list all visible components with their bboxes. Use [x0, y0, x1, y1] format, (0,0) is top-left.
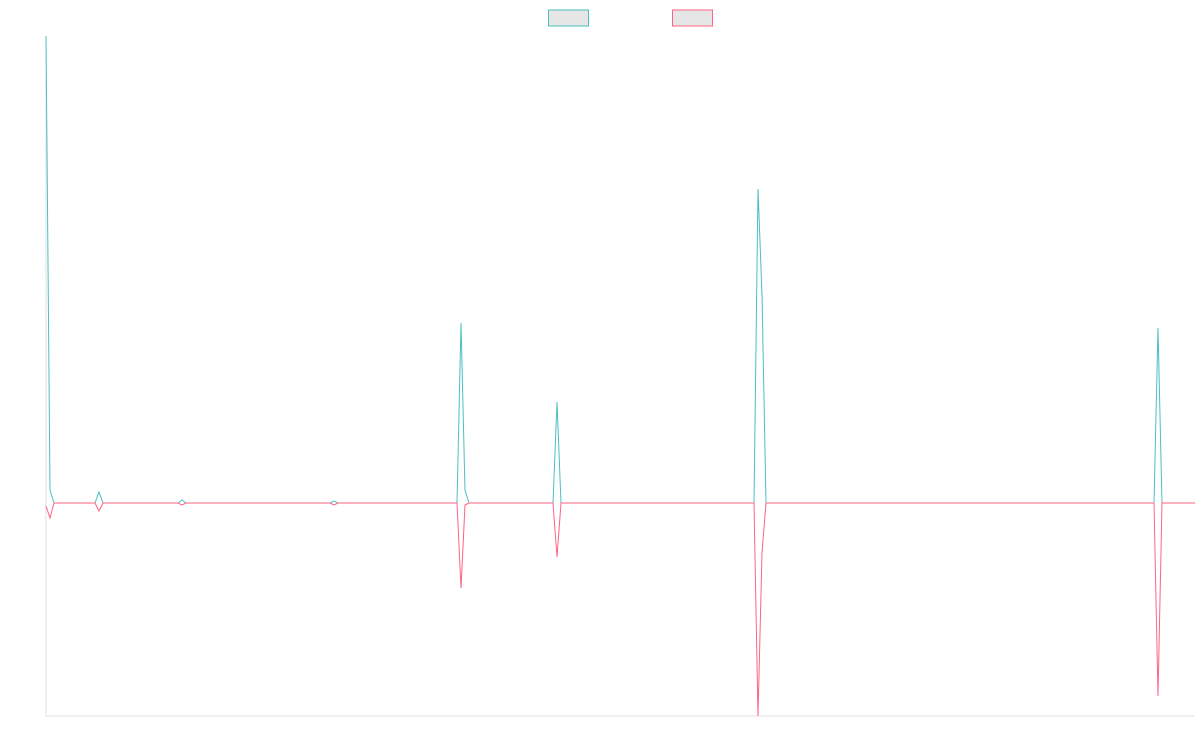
line-series [45, 35, 1195, 504]
legend-swatch [548, 9, 589, 27]
line-series [45, 502, 1195, 717]
legend-swatch [672, 9, 713, 27]
